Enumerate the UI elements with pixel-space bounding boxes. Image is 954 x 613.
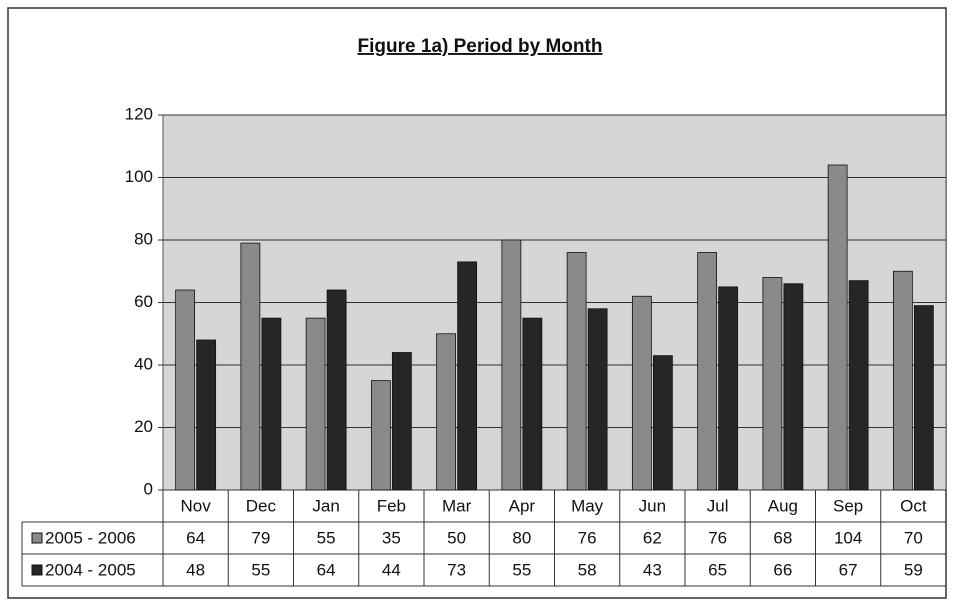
table-value: 55 — [317, 528, 336, 547]
bar — [892, 270, 913, 491]
bar — [391, 352, 412, 491]
table-value: 104 — [834, 528, 862, 547]
table-value: 79 — [251, 528, 270, 547]
x-tick-label: Apr — [509, 496, 536, 515]
x-tick-label: Oct — [900, 496, 927, 515]
bar — [587, 308, 608, 491]
table-value: 76 — [578, 528, 597, 547]
bar — [436, 333, 457, 491]
bar — [913, 305, 934, 491]
table-value: 58 — [578, 560, 597, 579]
legend-label: 2004 - 2005 — [45, 560, 136, 579]
table-value: 48 — [186, 560, 205, 579]
x-tick-label: Jul — [707, 496, 729, 515]
x-tick-label: Nov — [181, 496, 212, 515]
bar — [522, 317, 543, 491]
x-tick-label: Mar — [442, 496, 472, 515]
legend-swatch — [31, 532, 43, 544]
table-value: 66 — [773, 560, 792, 579]
x-tick-label: Jun — [639, 496, 666, 515]
y-tick-label: 100 — [125, 167, 153, 186]
legend-label: 2005 - 2006 — [45, 528, 136, 547]
y-tick-label: 80 — [134, 229, 153, 248]
bar — [305, 317, 326, 491]
bar — [566, 252, 587, 491]
table-value: 62 — [643, 528, 662, 547]
bar — [501, 239, 522, 491]
x-tick-label: Aug — [768, 496, 798, 515]
x-tick-label: Jan — [312, 496, 339, 515]
y-tick-label: 20 — [134, 417, 153, 436]
table-value: 44 — [382, 560, 401, 579]
table-value: 68 — [773, 528, 792, 547]
bar — [718, 286, 739, 491]
table-value: 73 — [447, 560, 466, 579]
y-tick-label: 0 — [144, 479, 153, 498]
bar — [827, 164, 848, 491]
table-value: 43 — [643, 560, 662, 579]
table-value: 67 — [839, 560, 858, 579]
x-tick-label: Feb — [377, 496, 406, 515]
bar — [457, 261, 478, 491]
x-tick-label: Sep — [833, 496, 863, 515]
bar — [261, 317, 282, 491]
table-value: 64 — [317, 560, 336, 579]
x-tick-label: May — [571, 496, 604, 515]
bar — [196, 339, 217, 491]
table-value: 55 — [251, 560, 270, 579]
table-value: 64 — [186, 528, 205, 547]
table-value: 70 — [904, 528, 923, 547]
bar — [848, 280, 869, 491]
table-value: 80 — [512, 528, 531, 547]
bar — [370, 380, 391, 491]
y-tick-label: 60 — [134, 292, 153, 311]
table-value: 65 — [708, 560, 727, 579]
bar — [631, 295, 652, 491]
x-tick-label: Dec — [246, 496, 277, 515]
table-value: 76 — [708, 528, 727, 547]
chart-title: Figure 1a) Period by Month — [358, 36, 603, 57]
bar — [240, 242, 261, 491]
bar — [783, 283, 804, 491]
table-value: 35 — [382, 528, 401, 547]
table-value: 59 — [904, 560, 923, 579]
table-value: 50 — [447, 528, 466, 547]
bar — [175, 289, 196, 491]
table-value: 55 — [512, 560, 531, 579]
y-tick-label: 120 — [125, 104, 153, 123]
bar — [326, 289, 347, 491]
bar — [697, 252, 718, 491]
y-tick-label: 40 — [134, 354, 153, 373]
bar — [652, 355, 673, 491]
legend-swatch — [31, 564, 43, 576]
bar — [762, 277, 783, 491]
